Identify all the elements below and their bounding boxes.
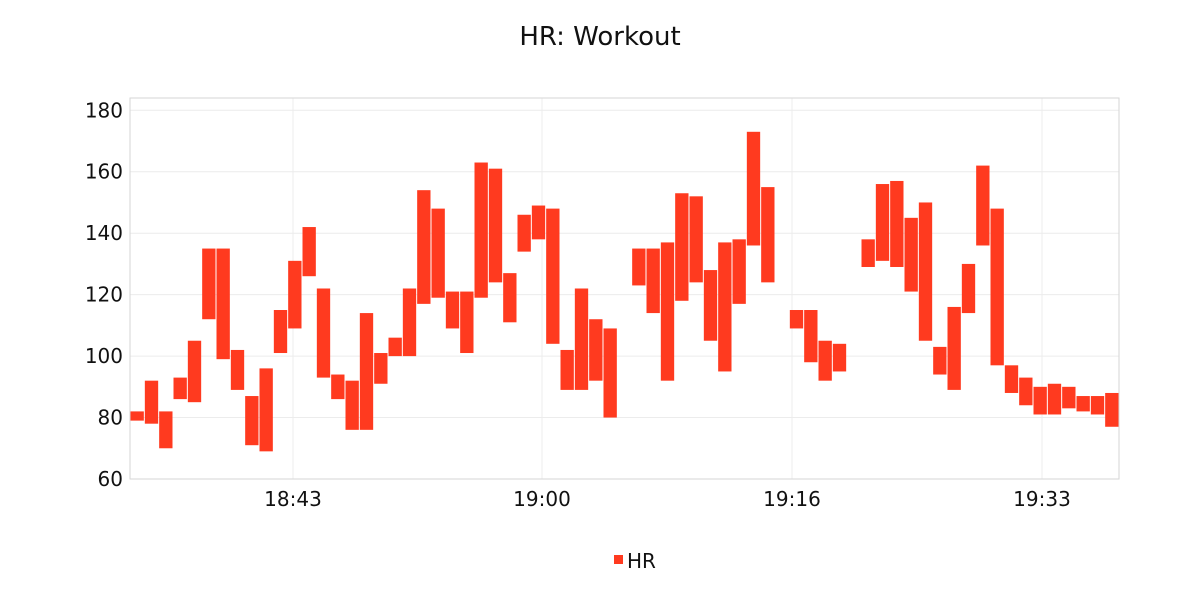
bar bbox=[789, 310, 804, 329]
bar bbox=[1033, 386, 1047, 415]
bar bbox=[660, 242, 675, 381]
bar bbox=[732, 239, 746, 304]
bar bbox=[302, 227, 316, 277]
legend-swatch bbox=[614, 555, 623, 564]
bar bbox=[388, 337, 402, 357]
bar bbox=[144, 380, 159, 424]
bar bbox=[173, 377, 187, 400]
x-tick-label: 19:33 bbox=[1013, 487, 1071, 511]
bar bbox=[589, 319, 603, 381]
bar bbox=[689, 196, 703, 283]
bar bbox=[961, 263, 976, 314]
bar bbox=[316, 288, 331, 378]
bar bbox=[517, 214, 531, 252]
bar bbox=[832, 343, 847, 372]
bar bbox=[574, 288, 589, 390]
bar bbox=[947, 306, 961, 390]
y-tick-label: 80 bbox=[98, 406, 123, 430]
y-tick-label: 60 bbox=[98, 467, 123, 491]
bar bbox=[875, 184, 890, 261]
bar bbox=[331, 374, 345, 400]
bar bbox=[1019, 377, 1033, 406]
bar bbox=[904, 217, 918, 292]
bar bbox=[445, 291, 460, 329]
bar bbox=[402, 288, 417, 357]
bar bbox=[187, 340, 202, 403]
bar bbox=[216, 248, 230, 360]
bar bbox=[1090, 396, 1105, 415]
y-tick-label: 120 bbox=[85, 283, 123, 307]
plot-frame bbox=[129, 97, 1120, 480]
bar bbox=[746, 131, 761, 246]
bar bbox=[1047, 383, 1062, 415]
bar bbox=[1062, 386, 1076, 409]
x-tick-label: 19:00 bbox=[513, 487, 571, 511]
bar bbox=[933, 346, 947, 375]
bar bbox=[474, 162, 488, 298]
bar bbox=[245, 396, 259, 446]
legend-label-hr: HR bbox=[627, 549, 656, 573]
bar bbox=[345, 380, 359, 430]
bar bbox=[1105, 392, 1119, 427]
bar bbox=[990, 208, 1004, 366]
bar bbox=[202, 248, 216, 320]
bar bbox=[230, 349, 245, 390]
bar bbox=[560, 349, 574, 390]
bar bbox=[431, 208, 445, 298]
bar bbox=[761, 187, 775, 283]
bar bbox=[503, 273, 517, 323]
bar bbox=[359, 313, 374, 430]
y-tick-label: 180 bbox=[85, 98, 123, 122]
bar bbox=[273, 310, 288, 354]
bar bbox=[918, 202, 933, 341]
bar bbox=[460, 291, 474, 354]
legend: HR bbox=[614, 549, 656, 573]
bar bbox=[1004, 365, 1019, 393]
grid-layer bbox=[130, 98, 1119, 480]
x-tick-label: 18:43 bbox=[264, 487, 322, 511]
y-tick-label: 160 bbox=[85, 160, 123, 184]
y-axis-ticks: 60 80 100 120 140 160 180 bbox=[85, 98, 123, 491]
x-tick-label: 19:16 bbox=[763, 487, 821, 511]
bar bbox=[718, 242, 732, 372]
bar bbox=[861, 239, 875, 267]
bar bbox=[976, 165, 990, 246]
chart-title: HR: Workout bbox=[519, 22, 681, 52]
bar bbox=[488, 168, 503, 283]
bars-layer bbox=[130, 131, 1119, 452]
bar bbox=[531, 205, 546, 240]
bar bbox=[675, 193, 689, 301]
bar bbox=[546, 208, 560, 344]
bar bbox=[804, 310, 818, 363]
y-tick-label: 140 bbox=[85, 221, 123, 245]
bar bbox=[703, 270, 718, 341]
bar bbox=[130, 411, 144, 421]
bar bbox=[374, 353, 388, 384]
bar bbox=[259, 368, 273, 452]
bar bbox=[890, 180, 904, 267]
bar bbox=[417, 190, 431, 304]
y-tick-label: 100 bbox=[85, 344, 123, 368]
x-axis-ticks: 18:43 19:00 19:16 19:33 bbox=[264, 487, 1071, 511]
bar bbox=[632, 248, 646, 286]
bar bbox=[288, 260, 302, 329]
bar bbox=[159, 411, 173, 449]
bar bbox=[603, 328, 617, 418]
bar bbox=[646, 248, 660, 314]
bar bbox=[1076, 396, 1090, 412]
bar bbox=[818, 340, 832, 381]
